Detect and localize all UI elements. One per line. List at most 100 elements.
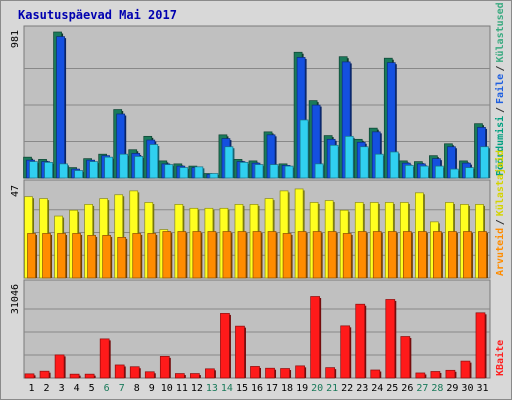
bar-top-3-day-5 <box>89 161 98 179</box>
right-labels-top: Pöördumisi / Faile / Külastused <box>494 2 506 176</box>
bar-middle-2-day-26 <box>402 231 412 279</box>
bar-top-3-day-12 <box>194 166 204 179</box>
x-tick-label-day-30: 30 <box>461 383 473 394</box>
bar-middle-2-day-15 <box>237 231 247 279</box>
x-tick-label-day-24: 24 <box>371 383 383 394</box>
bar-top-3-day-31 <box>480 146 489 179</box>
bar-middle-2-day-7 <box>117 236 127 279</box>
x-tick-label-day-29: 29 <box>446 383 458 394</box>
x-tick-label-day-16: 16 <box>251 383 263 394</box>
bar-middle-2-day-8 <box>132 233 142 279</box>
bar-top-3-day-20 <box>314 163 324 179</box>
bar-top-3-day-11 <box>179 167 189 179</box>
bar-top-3-day-18 <box>284 165 294 179</box>
bar-middle-2-day-21 <box>327 231 337 279</box>
plot-area-bottom <box>23 279 491 379</box>
bar-middle-2-day-3 <box>57 233 66 279</box>
label-separator: / <box>495 65 506 71</box>
x-tick-label-day-19: 19 <box>296 383 308 394</box>
x-tick-label-day-14: 14 <box>221 383 233 394</box>
series-label-1: KBaite <box>494 340 506 376</box>
bar-top-2-day-3 <box>56 36 65 179</box>
bar-top-3-day-16 <box>254 164 264 179</box>
bar-top-3-day-24 <box>374 153 384 179</box>
bar-bottom-1-day-4 <box>69 373 80 379</box>
chart-title: Kasutuspäevad Mai 2017 <box>18 8 177 22</box>
bar-bottom-1-day-31 <box>475 312 486 379</box>
bar-bottom-1-day-27 <box>415 372 426 379</box>
bar-bottom-1-day-1 <box>24 373 35 379</box>
bar-middle-2-day-9 <box>147 233 157 279</box>
x-tick-label-day-26: 26 <box>401 383 413 394</box>
bar-middle-2-day-19 <box>297 231 307 279</box>
label-separator: / <box>495 107 506 113</box>
bar-top-3-day-1 <box>29 161 38 179</box>
x-tick-label-day-28: 28 <box>431 383 443 394</box>
x-tick-label-day-15: 15 <box>236 383 248 394</box>
bar-bottom-1-day-19 <box>295 365 305 379</box>
bar-middle-2-day-27 <box>418 231 427 279</box>
bar-top-3-day-19 <box>299 119 309 179</box>
bar-top-3-day-15 <box>239 162 249 179</box>
x-tick-label-day-10: 10 <box>161 383 173 394</box>
x-tick-label-day-17: 17 <box>266 383 278 394</box>
x-tick-label-day-31: 31 <box>476 383 488 394</box>
bar-middle-2-day-14 <box>222 231 232 279</box>
bar-bottom-1-day-2 <box>39 370 50 379</box>
series-label-1: Pöördumisi <box>494 116 506 176</box>
x-tick-label-day-18: 18 <box>281 383 293 394</box>
y-tick-label-top: 981 <box>10 30 21 48</box>
bar-middle-2-day-1 <box>27 233 36 279</box>
x-tick-label-day-1: 1 <box>29 383 35 394</box>
x-tick-label-day-11: 11 <box>176 383 188 394</box>
x-tick-label-day-12: 12 <box>191 383 203 394</box>
bar-bottom-1-day-26 <box>400 336 411 379</box>
x-tick-label-day-13: 13 <box>206 383 218 394</box>
bar-top-3-day-14 <box>224 146 234 179</box>
x-tick-label-day-3: 3 <box>59 383 65 394</box>
bar-middle-2-day-31 <box>478 231 487 279</box>
bar-top-3-day-22 <box>344 135 354 179</box>
bar-bottom-1-day-15 <box>235 325 245 379</box>
bar-bottom-1-day-10 <box>159 356 170 379</box>
plot-area-top <box>23 25 491 179</box>
x-tick-label-day-6: 6 <box>104 383 110 394</box>
bar-top-3-day-8 <box>134 156 144 179</box>
bar-top-3-day-26 <box>404 164 414 179</box>
series-label-1: Arvuteid <box>494 228 506 276</box>
bar-middle-2-day-24 <box>372 231 382 279</box>
x-tick-label-day-22: 22 <box>341 383 353 394</box>
bar-middle-2-day-16 <box>252 231 262 279</box>
bar-bottom-1-day-12 <box>190 373 200 379</box>
bar-middle-2-day-10 <box>162 231 172 279</box>
bar-top-3-day-23 <box>359 146 369 179</box>
right-labels-bottom: KBaite <box>494 340 506 376</box>
bar-bottom-1-day-25 <box>385 299 396 379</box>
bar-middle-2-day-18 <box>282 233 292 279</box>
bar-bottom-1-day-23 <box>355 303 366 379</box>
x-tick-label-day-23: 23 <box>356 383 368 394</box>
bar-middle-2-day-25 <box>387 231 397 279</box>
bar-top-3-day-4 <box>74 170 83 179</box>
right-labels-middle: Arvuteid / Külastajaid <box>494 150 506 276</box>
bar-bottom-1-day-29 <box>445 369 456 379</box>
bar-top-3-day-29 <box>450 168 459 179</box>
bar-middle-2-day-22 <box>342 233 352 279</box>
bar-middle-2-day-5 <box>87 235 96 279</box>
bar-middle-2-day-30 <box>463 231 472 279</box>
x-tick-label-day-5: 5 <box>89 383 95 394</box>
bar-bottom-1-day-22 <box>340 325 351 379</box>
bar-top-3-day-7 <box>119 153 129 179</box>
bar-bottom-1-day-5 <box>84 373 95 379</box>
bar-top-3-day-21 <box>329 144 339 179</box>
bar-bottom-1-day-8 <box>129 366 140 379</box>
series-label-2: Külastajaid <box>494 150 506 216</box>
bar-middle-2-day-6 <box>102 235 112 279</box>
bar-middle-2-day-17 <box>267 231 277 279</box>
bar-middle-2-day-28 <box>433 231 442 279</box>
bar-bottom-1-day-14 <box>220 313 230 379</box>
bar-bottom-1-day-17 <box>265 367 275 379</box>
bar-top-3-day-13 <box>209 173 219 179</box>
series-label-2: Faile <box>494 74 506 104</box>
